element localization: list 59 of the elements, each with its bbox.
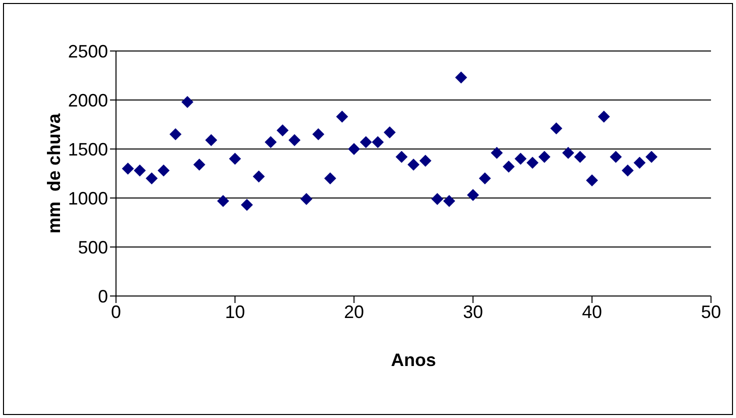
point	[360, 136, 372, 148]
y-tick-label: 500	[78, 237, 108, 258]
x-tick-label: 40	[582, 302, 602, 322]
y-tick-label: 1000	[68, 188, 108, 208]
point	[646, 150, 658, 163]
point	[181, 96, 194, 108]
point	[384, 126, 396, 138]
y-axis-title: mm de chuva	[44, 112, 64, 234]
point	[562, 146, 574, 159]
point	[396, 150, 408, 163]
point	[276, 124, 289, 136]
point	[634, 156, 646, 169]
point	[550, 122, 562, 134]
point	[205, 134, 218, 146]
point	[490, 146, 503, 159]
point	[622, 164, 634, 177]
point	[252, 170, 265, 182]
point	[478, 172, 491, 184]
point	[443, 194, 456, 207]
point	[372, 136, 384, 148]
point	[467, 189, 479, 202]
y-tick-label: 2000	[68, 90, 108, 110]
point	[288, 134, 300, 146]
x-tick-label: 10	[224, 302, 246, 322]
point	[324, 172, 336, 184]
point	[408, 158, 420, 171]
point	[240, 198, 253, 211]
point	[193, 158, 206, 171]
point	[336, 110, 348, 123]
y-tick-label: 0	[98, 286, 108, 306]
point	[514, 152, 527, 165]
point	[574, 150, 586, 163]
point	[158, 164, 170, 177]
point	[122, 162, 134, 175]
point	[134, 164, 146, 177]
y-tick-label: 2500	[68, 41, 108, 62]
point	[598, 110, 610, 123]
x-tick-label: 50	[700, 302, 722, 322]
x-tick-label: 20	[344, 302, 364, 322]
point	[419, 154, 432, 167]
point	[586, 174, 598, 186]
point	[300, 192, 312, 205]
y-tick-label: 1500	[68, 139, 108, 160]
point	[348, 143, 360, 155]
point	[264, 136, 277, 148]
point	[610, 150, 622, 163]
point	[170, 128, 182, 140]
point	[217, 194, 230, 207]
point	[146, 172, 158, 184]
x-tick-label: 0	[110, 302, 122, 322]
point	[455, 71, 468, 84]
point	[312, 128, 324, 140]
point	[502, 160, 515, 173]
point	[526, 156, 538, 169]
x-tick-label: 30	[462, 302, 484, 322]
point	[538, 150, 550, 163]
x-axis-title: Anos	[391, 350, 436, 370]
point	[229, 152, 241, 165]
point	[431, 192, 444, 205]
